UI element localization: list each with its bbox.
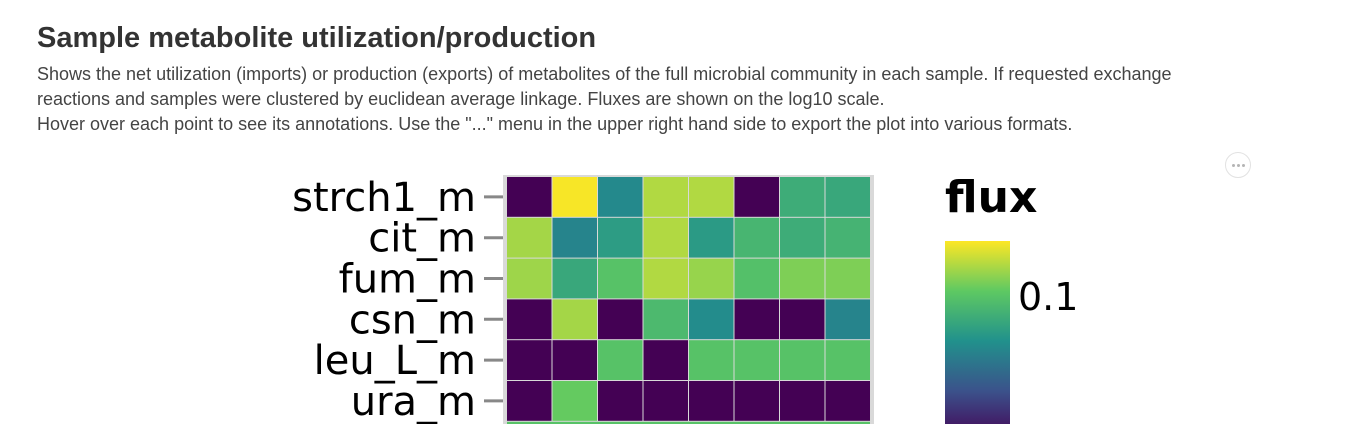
heatmap-cell[interactable] — [598, 299, 643, 340]
legend-title: flux — [945, 172, 1037, 223]
heatmap-cell[interactable] — [507, 217, 552, 258]
colorbar-tick-label: 0.1 — [1018, 275, 1078, 319]
heatmap-cell[interactable] — [643, 258, 689, 299]
heatmap-cell[interactable] — [689, 381, 734, 421]
heatmap-cell[interactable] — [552, 258, 598, 299]
heatmap-cell[interactable] — [825, 258, 871, 299]
y-tick-label: leu_L_m — [314, 338, 476, 384]
y-tick-label: ura_m — [351, 379, 476, 424]
heatmap-cell[interactable] — [598, 177, 643, 217]
heatmap-cell[interactable] — [780, 258, 825, 299]
description-line: reactions and samples were clustered by … — [37, 89, 885, 109]
heatmap-cell[interactable] — [507, 258, 552, 299]
heatmap-cell[interactable] — [643, 381, 689, 421]
heatmap-cell[interactable] — [734, 381, 780, 421]
heatmap-cell[interactable] — [689, 340, 734, 380]
heatmap-cell[interactable] — [825, 340, 871, 380]
heatmap-cell[interactable] — [598, 381, 643, 421]
y-tick-label: csn_m — [349, 297, 476, 343]
menu-dot — [1236, 163, 1240, 167]
heatmap-cell[interactable] — [643, 177, 689, 217]
heatmap-cell[interactable] — [780, 381, 825, 421]
heatmap-cell[interactable] — [552, 381, 598, 421]
y-tick-label: fum_m — [339, 257, 476, 303]
heatmap-cell[interactable] — [734, 340, 780, 380]
heatmap-cell[interactable] — [689, 217, 734, 258]
y-tick-label: cit_m — [368, 216, 476, 262]
chart-description: Shows the net utilization (imports) or p… — [37, 62, 1337, 137]
heatmap-cell[interactable] — [734, 258, 780, 299]
heatmap-cell[interactable] — [507, 299, 552, 340]
heatmap-cell[interactable] — [825, 299, 871, 340]
ellipsis-icon[interactable] — [1225, 152, 1251, 178]
heatmap-cell[interactable] — [689, 299, 734, 340]
description-line: Hover over each point to see its annotat… — [37, 114, 1073, 134]
heatmap-cell[interactable] — [780, 217, 825, 258]
heatmap-cell[interactable] — [689, 177, 734, 217]
heatmap-cell[interactable] — [643, 299, 689, 340]
heatmap-cell[interactable] — [598, 217, 643, 258]
description-line: Shows the net utilization (imports) or p… — [37, 64, 1172, 84]
heatmap-cell[interactable] — [552, 217, 598, 258]
heatmap-cell[interactable] — [643, 217, 689, 258]
menu-dot — [1231, 163, 1235, 167]
heatmap-cell[interactable] — [507, 177, 552, 217]
heatmap-cell[interactable] — [507, 381, 552, 421]
heatmap-cell[interactable] — [780, 299, 825, 340]
heatmap-cell[interactable] — [552, 177, 598, 217]
heatmap-cell[interactable] — [825, 177, 871, 217]
heatmap-cell[interactable] — [552, 299, 598, 340]
heatmap-cell[interactable] — [598, 258, 643, 299]
heatmap-cell[interactable] — [552, 340, 598, 380]
heatmap-cell[interactable] — [689, 258, 734, 299]
heatmap-cell[interactable] — [643, 340, 689, 380]
heatmap-cell[interactable] — [734, 299, 780, 340]
heatmap-cell[interactable] — [825, 381, 871, 421]
heatmap-cell[interactable] — [780, 340, 825, 380]
heatmap-cell[interactable] — [780, 177, 825, 217]
heatmap-cell[interactable] — [825, 217, 871, 258]
heatmap-cell[interactable] — [598, 340, 643, 380]
heatmap-cell[interactable] — [734, 177, 780, 217]
heatmap-cell[interactable] — [734, 217, 780, 258]
y-tick-label: strch1_m — [292, 175, 476, 221]
menu-dot — [1241, 163, 1245, 167]
heatmap-cell[interactable] — [507, 421, 870, 424]
colorbar — [945, 241, 1010, 424]
page-title: Sample metabolite utilization/production — [37, 22, 597, 54]
heatmap-cell[interactable] — [507, 340, 552, 380]
